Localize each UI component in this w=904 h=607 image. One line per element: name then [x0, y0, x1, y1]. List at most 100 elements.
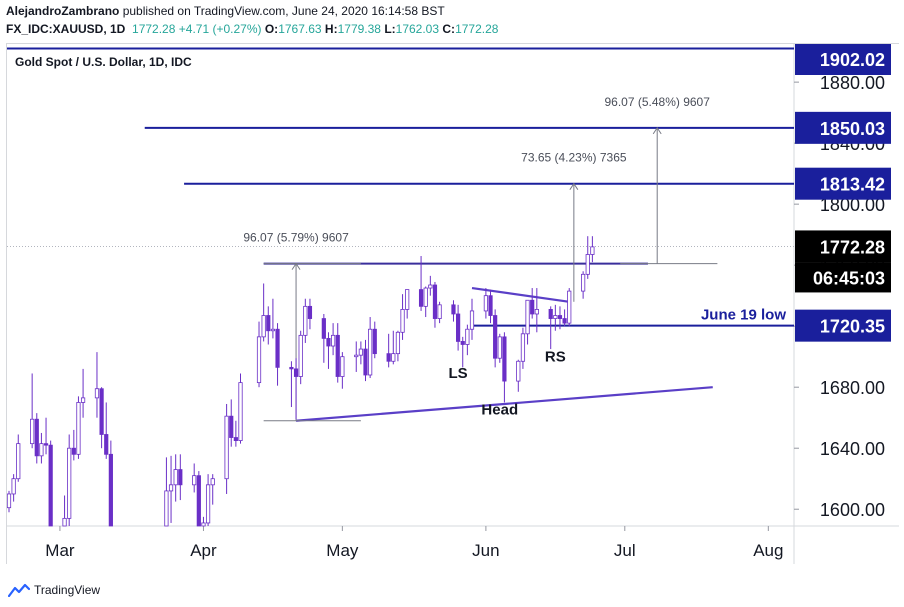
x-tick-label: May	[326, 541, 359, 560]
candle-body	[520, 333, 526, 362]
candle-body	[303, 305, 308, 336]
candle-body	[525, 299, 530, 335]
pattern-label: Head	[481, 402, 518, 419]
tradingview-brand: TradingView	[34, 583, 101, 597]
y-tick-label: 1640.00	[820, 439, 885, 459]
candle-body	[34, 418, 39, 457]
price-label-box	[795, 230, 891, 263]
candle-body	[196, 475, 201, 527]
candle-body	[363, 348, 368, 376]
candle-body	[201, 522, 206, 527]
candle-body	[256, 336, 262, 384]
candle-body	[330, 334, 336, 347]
candle-body	[205, 484, 211, 524]
chart-area[interactable]: Gold Spot / U.S. Dollar, 1D, IDC 1600.00 1…	[6, 43, 899, 564]
candle-body	[585, 254, 590, 275]
candle-body	[67, 447, 72, 519]
candle-body	[266, 315, 271, 332]
candle-body	[71, 447, 76, 455]
candle-body	[275, 328, 280, 368]
low-value: 1762.03	[395, 22, 440, 36]
author-name[interactable]: AlejandroZambrano	[6, 4, 120, 18]
price-chart[interactable]: Gold Spot / U.S. Dollar, 1D, IDC 1600.00 1…	[7, 44, 899, 564]
candle-body	[335, 334, 340, 377]
candle-body	[340, 356, 345, 377]
candle-body	[418, 289, 424, 307]
symbol-name: FX_IDC:XAUUSD, 1D	[6, 22, 126, 36]
tradingview-footer[interactable]: TradingView	[8, 580, 100, 600]
x-tick-label: Apr	[190, 541, 217, 560]
pattern-label: RS	[545, 348, 566, 365]
candle-body	[553, 315, 558, 319]
close-label: C:	[442, 22, 456, 36]
candle-body	[469, 310, 475, 330]
candle-body	[80, 397, 86, 403]
candle-body	[358, 348, 363, 356]
y-tick-label: 1600.00	[820, 500, 885, 520]
candle-body	[428, 284, 433, 289]
measure-arrow	[569, 182, 579, 190]
candle-body	[391, 353, 396, 362]
price-label-text: 1772.28	[820, 237, 885, 257]
candle-body	[39, 443, 44, 457]
candle-body	[432, 284, 438, 319]
y-tick-label: 1680.00	[820, 378, 885, 398]
open-label: O:	[264, 22, 279, 36]
candle-body	[307, 305, 313, 319]
price-label-text: 1902.02	[820, 50, 885, 70]
candle-body	[451, 304, 456, 315]
candle-body	[48, 444, 53, 527]
candle-body	[372, 328, 377, 355]
x-tick-label: Aug	[753, 541, 783, 560]
pattern-label: LS	[449, 365, 468, 382]
candle-body	[233, 437, 238, 441]
trendline	[471, 286, 570, 303]
price-change: +4.71 (+0.27%)	[178, 22, 262, 36]
candle-body	[173, 469, 178, 486]
tradingview-logo-icon	[8, 583, 30, 597]
candle-body	[261, 315, 266, 338]
candle-body	[557, 315, 563, 319]
candle-body	[437, 304, 442, 319]
countdown-text: 06:45:03	[813, 268, 885, 288]
y-tick-label: 1800.00	[820, 195, 885, 215]
candle-body	[354, 354, 359, 358]
level-label: June 19 low	[701, 307, 786, 324]
measure-label: 73.65 (4.23%) 7365	[521, 151, 627, 165]
countdown-box	[795, 262, 891, 293]
candle-body	[104, 434, 109, 455]
candle-body	[548, 309, 553, 319]
open-value: 1767.63	[278, 22, 322, 36]
candle-body	[483, 295, 488, 312]
candle-body	[108, 453, 113, 527]
candle-body	[368, 328, 373, 376]
candle-body	[76, 402, 81, 455]
x-tick-label: Jun	[472, 541, 499, 560]
candle-body	[423, 287, 428, 307]
candle-body	[7, 493, 12, 509]
candle-body	[465, 328, 470, 345]
candle-body	[405, 289, 410, 310]
x-tick-label: Mar	[45, 541, 75, 560]
candle-body	[326, 337, 331, 347]
candle-body	[590, 246, 595, 255]
candle-body	[488, 295, 493, 316]
candle-body	[164, 490, 169, 527]
candle-body	[99, 388, 104, 435]
candle-body	[516, 360, 521, 382]
candle-body	[238, 382, 243, 441]
price-label-text: 1850.03	[820, 119, 885, 139]
candle-body	[456, 313, 461, 342]
chart-title: Gold Spot / U.S. Dollar, 1D, IDC	[15, 55, 192, 69]
y-tick-label: 1880.00	[820, 73, 885, 93]
symbol-info: FX_IDC:XAUUSD, 1D 1772.28 +4.71 (+0.27%)…	[6, 22, 498, 36]
close-value: 1772.28	[455, 22, 499, 36]
last-price: 1772.28	[132, 22, 176, 36]
price-label-text: 1720.35	[820, 317, 885, 337]
candle-body	[270, 328, 276, 332]
measure-arrow	[291, 262, 301, 270]
candle-body	[30, 418, 35, 445]
candle-body	[62, 517, 67, 527]
candle-body	[460, 341, 465, 345]
x-tick-label: Jul	[614, 541, 636, 560]
